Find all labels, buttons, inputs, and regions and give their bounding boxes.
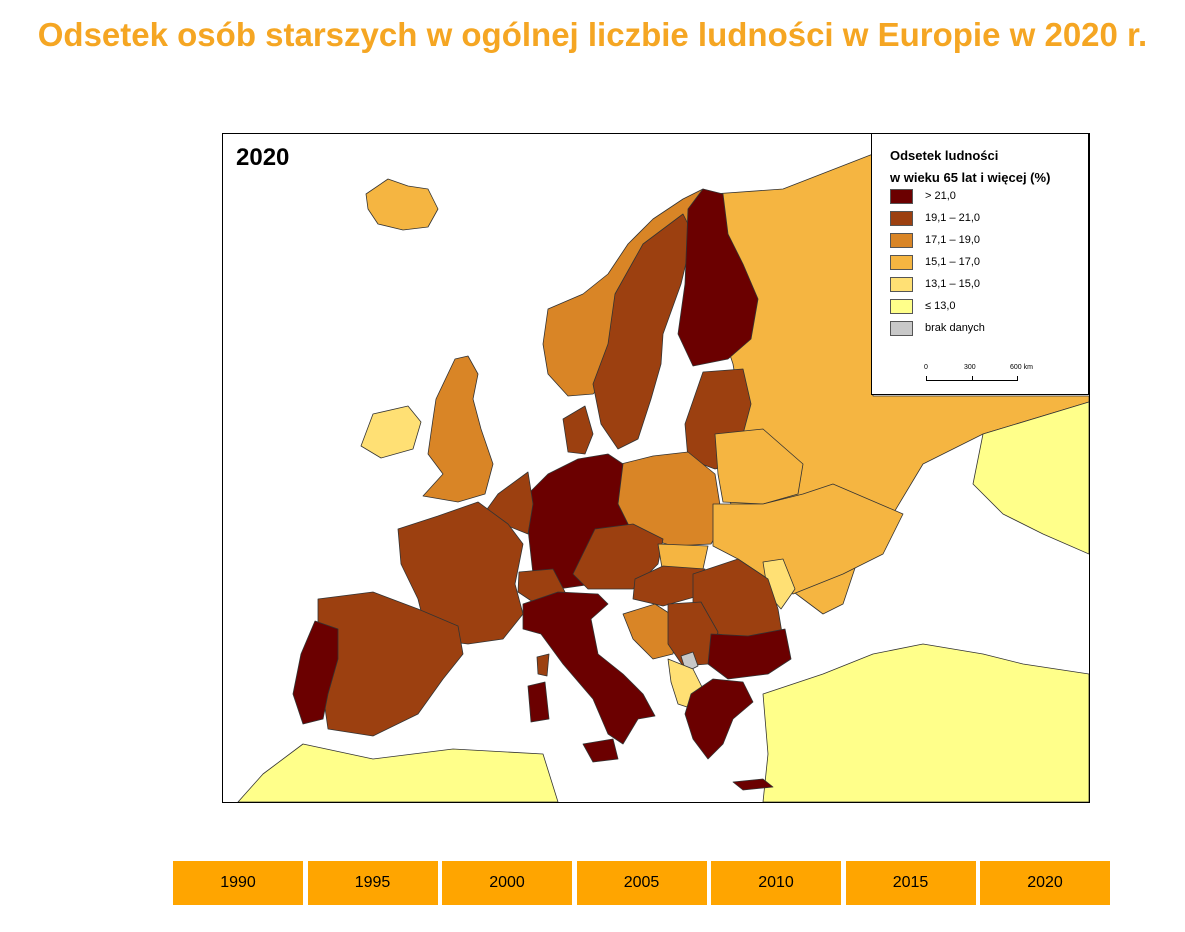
year-button-2015[interactable]: 2015	[845, 861, 976, 905]
region-crete	[732, 778, 774, 791]
legend-swatch	[890, 277, 913, 292]
legend-label: > 21,0	[925, 190, 956, 202]
region-denmark	[562, 405, 594, 455]
legend-swatch	[890, 299, 913, 314]
year-selector: 1990 1995 2000 2005 2010 2015 2020	[173, 861, 1113, 905]
region-belarus	[714, 428, 804, 505]
region-iceland	[365, 178, 439, 231]
legend-swatch	[890, 255, 913, 270]
year-button-1995[interactable]: 1995	[307, 861, 438, 905]
legend-title-line1: Odsetek ludności	[890, 148, 999, 163]
year-button-2005[interactable]: 2005	[576, 861, 707, 905]
region-ireland	[360, 405, 422, 459]
year-button-1990[interactable]: 1990	[173, 861, 303, 905]
legend-swatch	[890, 321, 913, 336]
map-legend: Odsetek ludności w wieku 65 lat i więcej…	[871, 134, 1089, 395]
legend-label: 17,1 – 19,0	[925, 234, 981, 246]
region-croatia	[622, 603, 679, 660]
region-finland	[677, 188, 759, 367]
scale-bar: 0 300 600 km	[924, 362, 1074, 388]
legend-swatch	[890, 211, 913, 226]
legend-label: 15,1 – 17,0	[925, 256, 981, 268]
region-caucasus-east	[972, 401, 1089, 555]
region-ukraine	[712, 483, 904, 595]
scale-label-300: 300	[964, 364, 976, 371]
region-italy	[522, 591, 656, 745]
legend-swatch	[890, 233, 913, 248]
region-greece	[684, 678, 754, 760]
legend-title-line2: w wieku 65 lat i więcej (%)	[890, 170, 1051, 185]
scale-tick	[1017, 376, 1018, 381]
europe-map: 2020 Odsetek ludności w wieku 65 lat i w…	[222, 133, 1090, 803]
scale-label-0: 0	[924, 364, 928, 371]
region-sardinia	[527, 681, 550, 723]
map-canvas	[237, 153, 1089, 802]
region-uk	[422, 355, 494, 503]
region-portugal	[292, 620, 339, 725]
legend-swatch	[890, 189, 913, 204]
region-north-africa	[237, 743, 559, 802]
legend-label: 13,1 – 15,0	[925, 278, 981, 290]
legend-title: Odsetek ludności w wieku 65 lat i więcej…	[890, 145, 1050, 189]
legend-label: brak danych	[925, 322, 985, 334]
map-year-label: 2020	[236, 144, 290, 171]
legend-label: ≤ 13,0	[925, 300, 956, 312]
region-corsica	[536, 653, 550, 677]
region-bulgaria	[707, 628, 792, 680]
scale-tick	[926, 376, 927, 381]
region-middle-east	[762, 643, 1089, 802]
page-title: Odsetek osób starszych w ogólnej liczbie…	[37, 16, 1148, 53]
year-button-2000[interactable]: 2000	[442, 861, 572, 905]
legend-label: 19,1 – 21,0	[925, 212, 981, 224]
scale-tick	[972, 376, 973, 381]
region-sicily	[582, 738, 619, 763]
year-button-2010[interactable]: 2010	[711, 861, 841, 905]
scale-label-600: 600 km	[1010, 364, 1033, 371]
year-button-2020[interactable]: 2020	[980, 861, 1110, 905]
